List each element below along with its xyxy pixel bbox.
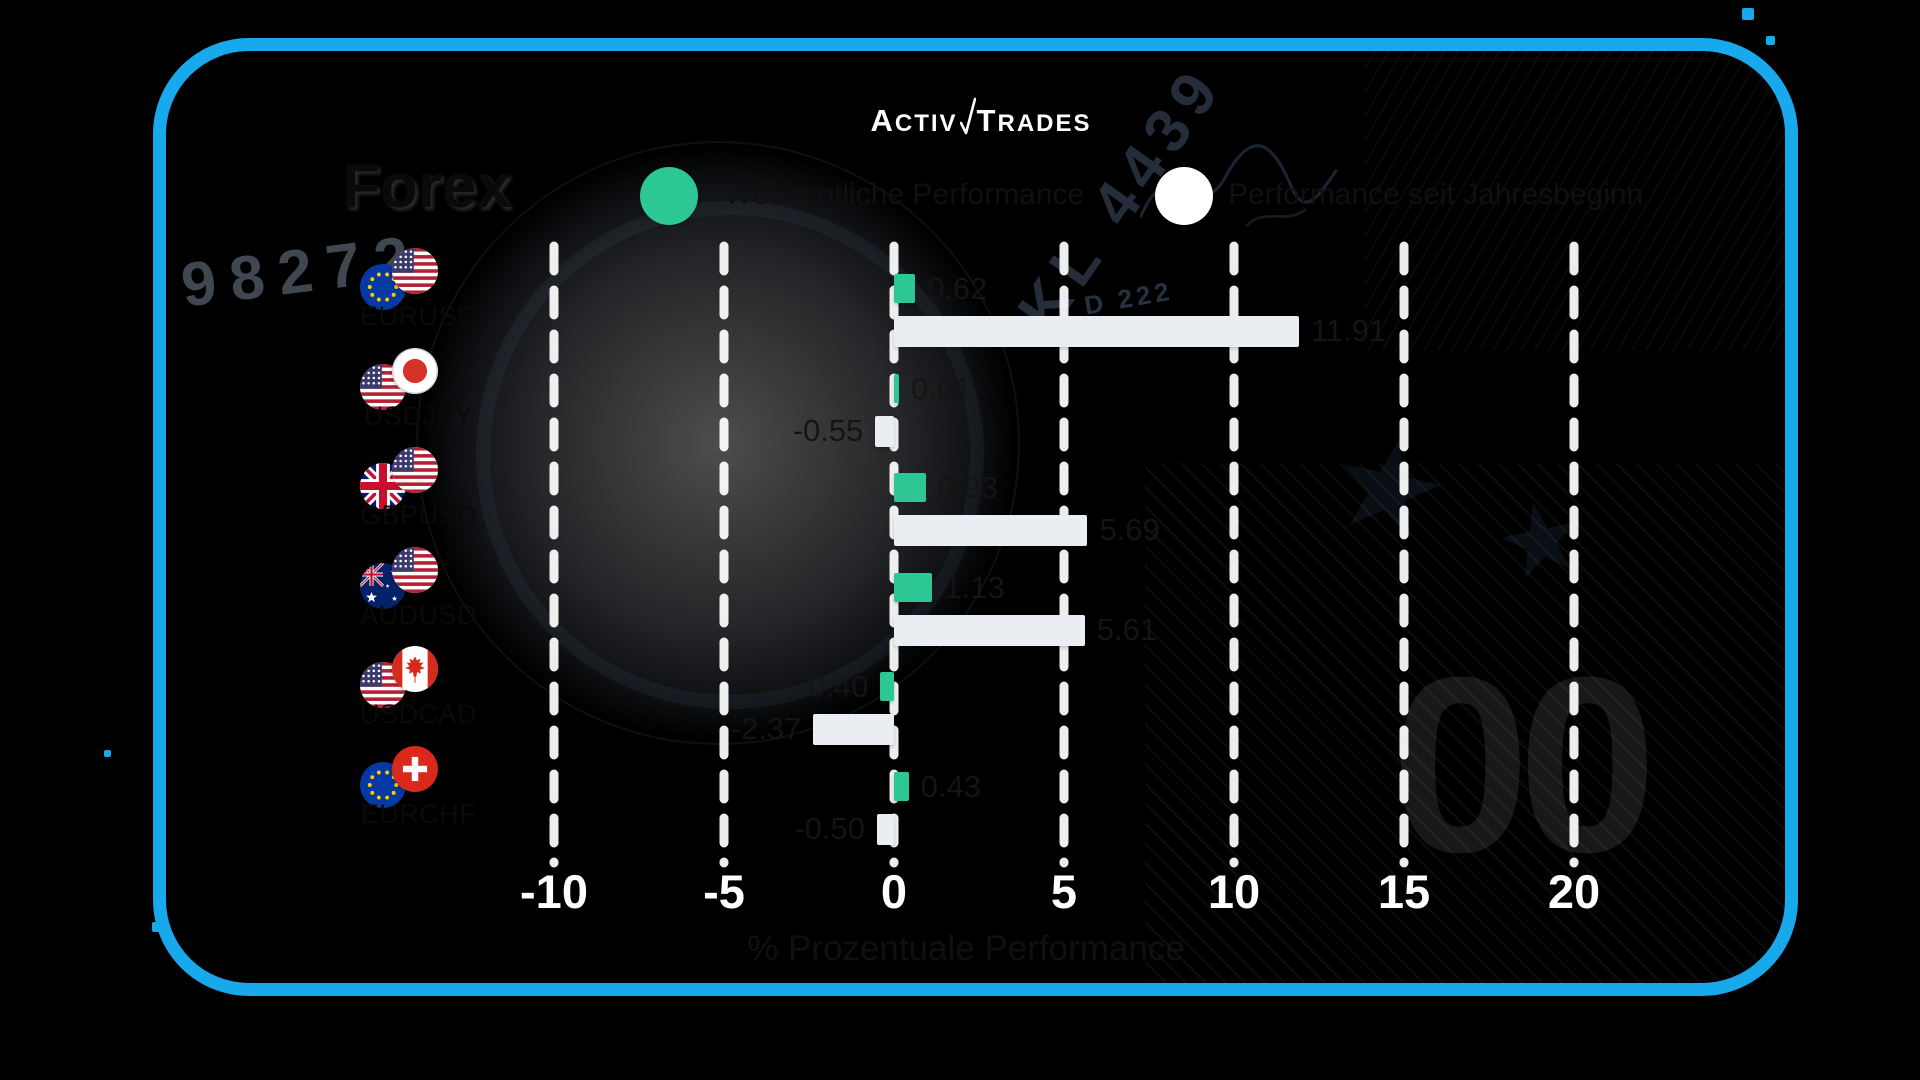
flag-pair-usdcad <box>360 646 440 710</box>
weekly-bar-eurusd <box>894 274 916 303</box>
flag-right <box>392 745 438 792</box>
x-tick-label: 15 <box>1377 865 1431 918</box>
flag-pair-audusd <box>360 546 440 611</box>
x-axis-title: % Prozentuale Performance <box>747 929 1185 968</box>
legend-dot-weekly <box>640 167 698 225</box>
logo-check-icon <box>959 97 976 135</box>
row-usdjpy: USDJPY 0.01 -0.55 <box>166 51 1785 983</box>
row-eurchf: EURCHF 0.43 -0.50 <box>166 51 1785 983</box>
legend-label-weekly: Wöchentliche Performance <box>724 178 1085 211</box>
flag-us-icon <box>392 447 438 493</box>
flag-us-icon <box>360 363 406 410</box>
gridlines <box>549 241 1579 868</box>
x-tick-label: 0 <box>880 865 908 918</box>
pair-label-gbpusd: GBPUSD <box>359 500 478 530</box>
flag-pair-eurusd <box>360 248 440 312</box>
ytd-bar-usdcad <box>813 714 894 745</box>
weekly-bar-usdcad <box>880 672 894 701</box>
flag-pair-gbpusd <box>360 447 440 511</box>
row-usdcad: USDCAD -0.40 -2.37 <box>166 51 1785 983</box>
pair-label-usdcad: USDCAD <box>359 699 477 729</box>
weekly-bar-eurchf-value: 0.43 <box>920 768 981 804</box>
flag-right <box>392 347 438 394</box>
activtrades-logo: A CTIV T RADES <box>166 91 1785 139</box>
weekly-bar-gbpusd <box>894 473 926 502</box>
legend-label-ytd: Performance seit Jahresbeginn <box>1228 178 1644 211</box>
weekly-bar-usdjpy-value: 0.01 <box>911 370 972 406</box>
x-tick-label: 5 <box>1050 865 1078 918</box>
flag-left <box>360 363 406 410</box>
flag-right <box>392 447 438 493</box>
ytd-bar-eurchf-value: -0.50 <box>794 810 865 846</box>
weekly-bar-eurusd-value: 0.62 <box>927 271 988 306</box>
cyan-speck <box>1742 8 1754 20</box>
weekly-bar-audusd-value: 1.13 <box>944 569 1005 605</box>
weekly-bar-eurchf <box>894 771 909 801</box>
x-tick-label: -5 <box>703 865 745 918</box>
x-tick-label: -10 <box>520 865 588 918</box>
row-eurusd: EURUSD 0.62 11.91 <box>166 51 1785 983</box>
row-audusd: AUDUSD 1.13 5.61 <box>166 51 1785 983</box>
flag-jp-icon <box>392 347 438 394</box>
ytd-bar-usdjpy-value: -0.55 <box>792 412 864 448</box>
weekly-bar-gbpusd-value: 0.93 <box>937 470 998 505</box>
flag-pair-usdjpy <box>360 347 440 412</box>
flag-right <box>392 248 438 294</box>
ytd-bar-audusd-value: 5.61 <box>1096 611 1158 647</box>
pair-label-usdjpy: USDJPY <box>363 400 474 431</box>
weekly-bar-audusd <box>894 572 933 602</box>
ytd-bar-eurusd <box>894 316 1299 347</box>
flag-us-icon <box>392 248 438 294</box>
pair-label-audusd: AUDUSD <box>359 599 477 630</box>
legend-dot-ytd <box>1155 167 1213 225</box>
page-title: Forex <box>342 152 511 221</box>
weekly-bar-usdcad-value: -0.40 <box>797 669 869 704</box>
ytd-bar-usdjpy <box>875 415 894 447</box>
pair-label-eurchf: EURCHF <box>360 798 477 829</box>
flag-right <box>392 646 438 692</box>
flag-right <box>392 546 438 593</box>
ytd-bar-eurchf <box>877 813 894 845</box>
cyan-speck <box>1766 36 1775 45</box>
ytd-bar-audusd <box>894 614 1085 646</box>
flag-ch-icon <box>392 745 438 792</box>
flag-pair-eurchf <box>360 745 440 810</box>
row-gbpusd: GBPUSD 0.93 5.69 <box>166 51 1785 983</box>
x-tick-label: 20 <box>1547 865 1601 918</box>
x-tick-label: 10 <box>1207 865 1261 918</box>
cyan-speck <box>104 750 111 757</box>
flag-us-icon <box>392 546 438 593</box>
ytd-bar-eurusd-value: 11.91 <box>1310 313 1387 348</box>
ytd-bar-gbpusd-value: 5.69 <box>1099 512 1160 547</box>
flag-ca-icon <box>392 646 438 692</box>
pair-label-eurusd: EURUSD <box>359 301 477 331</box>
ytd-bar-usdcad-value: -2.37 <box>730 711 802 746</box>
forex-performance-card: 98272 KL 4439 D 222 ★ ★ 00 A CTIV T RADES F… <box>153 38 1798 996</box>
flag-gb-icon <box>360 463 406 509</box>
weekly-bar-usdjpy <box>894 373 899 403</box>
flag-left <box>360 463 406 509</box>
logo-text: A <box>870 103 895 138</box>
ytd-bar-gbpusd <box>894 515 1088 546</box>
